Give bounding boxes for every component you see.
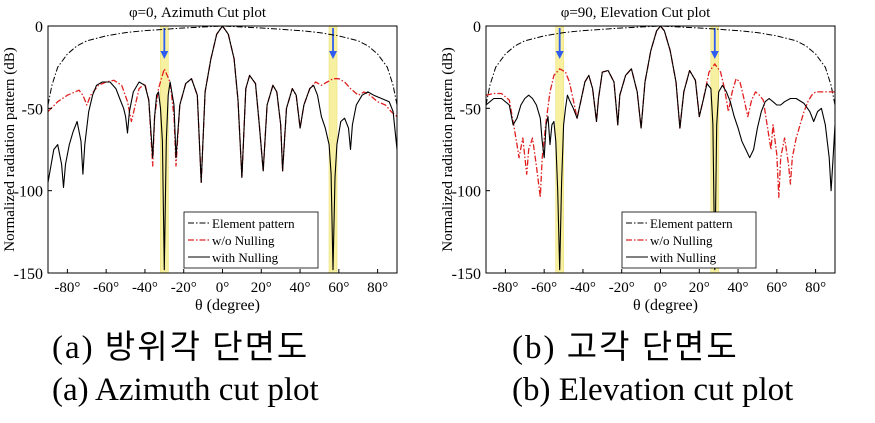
legend-box <box>621 211 757 269</box>
series-group <box>48 26 397 271</box>
x-tick-label: -20° <box>171 280 197 296</box>
series-line-element-pattern <box>48 26 397 106</box>
null-arrow-head-2 <box>329 51 338 59</box>
legend-label: with Nulling <box>212 250 279 265</box>
y-tick-label: -50 <box>460 101 481 118</box>
chart-title: φ=0, Azimuth Cut plot <box>129 5 267 21</box>
x-tick-label: -60° <box>93 280 119 296</box>
legend-label: with Nulling <box>650 250 717 265</box>
series-line-w-o-nulling <box>48 26 397 184</box>
y-tick-label: -150 <box>14 266 43 283</box>
null-highlight-band-2 <box>328 25 338 274</box>
null-arrow-head-2 <box>710 51 719 59</box>
x-tick-label: 20° <box>251 280 272 296</box>
y-tick-label: -100 <box>452 184 481 201</box>
x-tick-label: -60° <box>531 280 557 296</box>
chart-title: φ=90, Elevation Cut plot <box>561 5 711 21</box>
y-tick-label: 0 <box>473 19 481 36</box>
legend-label: w/o Nulling <box>212 233 275 248</box>
caption-a-korean: (a) 방위각 단면도 <box>52 330 310 366</box>
azimuth-chart-panel: 0 -50 -100 -150 -80° -60° -40° -20° 0° 20° 40° 60° 8… <box>0 0 437 314</box>
series-line-element-pattern <box>486 26 835 106</box>
elevation-chart-panel: 0 -50 -100 -150 -80° -60° -40° -20° 0° 20° 40° 60° 8… <box>438 0 875 314</box>
caption-b-english: (b) Elevation cut plot <box>512 372 794 408</box>
caption-a-english: (a) Azimuth cut plot <box>52 372 319 408</box>
x-tick-label: -40° <box>132 280 158 296</box>
x-axis-label: θ (degree) <box>633 297 698 314</box>
y-tick-label: -100 <box>14 184 43 201</box>
series-group <box>486 26 835 271</box>
x-tick-label: 60° <box>766 280 787 296</box>
x-tick-label: 40° <box>728 280 749 296</box>
x-tick-label: 80° <box>805 280 826 296</box>
null-arrow-head-1 <box>160 51 169 59</box>
legend-label: Element pattern <box>212 216 295 231</box>
x-tick-label: 0° <box>654 280 668 296</box>
legend-label: Element pattern <box>650 216 733 231</box>
y-tick-label: 0 <box>35 19 43 36</box>
x-tick-label: -80° <box>492 280 518 296</box>
x-tick-label: -80° <box>54 280 80 296</box>
x-tick-label: 0° <box>216 280 230 296</box>
legend-label: w/o Nulling <box>650 233 713 248</box>
series-line-with-nulling <box>48 26 397 271</box>
x-tick-label: -40° <box>570 280 596 296</box>
y-axis-label: Normalized radiation pattern (dB) <box>2 47 18 252</box>
chart-svg: 0 -50 -100 -150 -80° -60° -40° -20° 0° 20° 40° 60° 8… <box>440 5 836 314</box>
y-tick-label: -150 <box>452 266 481 283</box>
x-axis-label: θ (degree) <box>195 297 260 314</box>
y-tick-label: -50 <box>22 101 43 118</box>
null-arrow-head-1 <box>555 51 564 59</box>
x-tick-label: 20° <box>689 280 710 296</box>
x-tick-label: 80° <box>367 280 388 296</box>
x-tick-label: -20° <box>609 280 635 296</box>
caption-b-korean: (b) 고각 단면도 <box>512 330 739 366</box>
x-tick-label: 40° <box>290 280 311 296</box>
chart-svg: 0 -50 -100 -150 -80° -60° -40° -20° 0° 20° 40° 60° 8… <box>2 5 398 314</box>
legend-box <box>183 211 319 269</box>
y-axis-label: Normalized radiation pattern (dB) <box>440 47 456 252</box>
x-tick-label: 60° <box>328 280 349 296</box>
series-line-with-nulling <box>486 26 835 271</box>
